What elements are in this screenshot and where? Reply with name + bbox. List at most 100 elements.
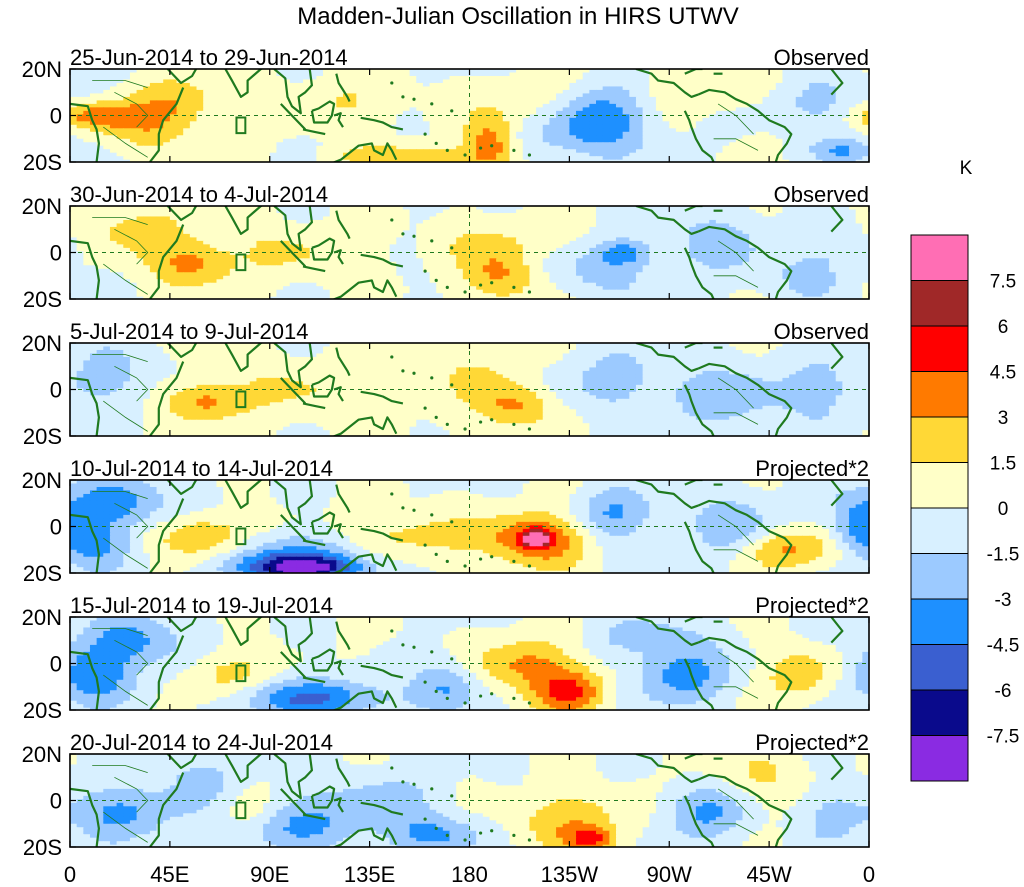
anomaly-cell xyxy=(422,124,431,129)
anomaly-cell xyxy=(596,251,604,256)
anomaly-cell xyxy=(809,142,817,147)
anomaly-cell xyxy=(569,103,577,108)
anomaly-cell xyxy=(789,100,797,105)
anomaly-cell xyxy=(496,159,504,162)
anomaly-cell xyxy=(123,131,131,136)
anomaly-cell xyxy=(722,69,730,74)
anomaly-cell xyxy=(249,244,258,249)
anomaly-cell xyxy=(356,93,364,98)
anomaly-cell xyxy=(149,96,158,101)
anomaly-cell xyxy=(729,209,737,214)
anomaly-cell xyxy=(196,135,204,140)
anomaly-cell xyxy=(802,226,810,232)
anomaly-cell xyxy=(402,131,411,136)
anomaly-cell xyxy=(749,69,757,74)
anomaly-cell xyxy=(422,107,431,112)
anomaly-cell xyxy=(183,156,191,161)
anomaly-cell xyxy=(782,135,790,140)
anomaly-cell xyxy=(576,121,584,126)
anomaly-cell xyxy=(629,93,637,98)
anomaly-cell xyxy=(223,114,231,119)
anomaly-cell xyxy=(609,138,617,143)
anomaly-cell xyxy=(289,138,297,143)
anomaly-cell xyxy=(715,96,724,101)
anomaly-cell xyxy=(549,226,557,232)
anomaly-cell xyxy=(143,72,151,77)
anomaly-cell xyxy=(829,72,837,77)
anomaly-cell xyxy=(442,152,451,157)
anomaly-cell xyxy=(382,69,391,74)
anomaly-cell xyxy=(362,244,371,249)
anomaly-cell xyxy=(769,216,777,221)
anomaly-cell xyxy=(70,233,78,238)
anomaly-cell xyxy=(642,72,650,77)
anomaly-cell xyxy=(189,206,198,211)
anomaly-cell xyxy=(582,219,590,225)
anomaly-cell xyxy=(842,96,850,101)
anomaly-cell xyxy=(576,138,584,143)
anomaly-cell xyxy=(323,110,331,115)
anomaly-cell xyxy=(183,159,191,162)
anomaly-cell xyxy=(569,131,577,136)
anomaly-cell xyxy=(149,110,158,115)
anomaly-cell xyxy=(769,223,777,228)
anomaly-cell xyxy=(336,117,344,122)
anomaly-cell xyxy=(309,230,317,235)
anomaly-cell xyxy=(396,93,404,98)
anomaly-cell xyxy=(529,110,537,115)
anomaly-cell xyxy=(442,240,451,245)
anomaly-cell xyxy=(842,69,850,74)
anomaly-cell xyxy=(589,110,597,115)
anomaly-cell xyxy=(349,75,357,81)
anomaly-cell xyxy=(143,96,151,101)
anomaly-cell xyxy=(216,219,224,225)
anomaly-cell xyxy=(849,69,857,74)
anomaly-cell xyxy=(263,93,271,98)
anomaly-cell xyxy=(502,138,511,143)
anomaly-cell xyxy=(795,230,804,235)
anomaly-cell xyxy=(183,93,191,98)
anomaly-cell xyxy=(675,230,684,235)
anomaly-cell xyxy=(809,79,817,84)
anomaly-cell xyxy=(849,226,857,232)
anomaly-cell xyxy=(229,240,238,245)
anomaly-cell xyxy=(669,226,677,232)
anomaly-cell xyxy=(589,212,597,218)
anomaly-cell xyxy=(83,142,91,147)
anomaly-cell xyxy=(382,96,391,101)
anomaly-cell xyxy=(176,247,184,252)
anomaly-cell xyxy=(549,96,557,101)
anomaly-cell xyxy=(562,223,570,228)
anomaly-cell xyxy=(682,96,690,101)
anomaly-cell xyxy=(809,149,817,154)
anomaly-cell xyxy=(362,159,371,162)
anomaly-cell xyxy=(815,89,823,95)
anomaly-cell xyxy=(136,145,144,150)
anomaly-cell xyxy=(183,100,191,105)
anomaly-cell xyxy=(542,75,550,81)
anomaly-cell xyxy=(163,142,171,147)
anomaly-cell xyxy=(183,149,191,154)
anomaly-cell xyxy=(376,216,384,221)
anomaly-cell xyxy=(582,138,590,143)
anomaly-cell xyxy=(622,128,630,133)
anomaly-cell xyxy=(695,145,704,150)
anomaly-cell xyxy=(655,142,664,147)
anomaly-cell xyxy=(389,72,397,77)
anomaly-cell xyxy=(442,86,451,91)
anomaly-cell xyxy=(389,128,397,133)
anomaly-cell xyxy=(323,96,331,101)
anomaly-cell xyxy=(835,100,843,105)
anomaly-cell xyxy=(276,100,284,105)
anomaly-cell xyxy=(263,216,271,221)
anomaly-cell xyxy=(735,226,744,232)
anomaly-cell xyxy=(169,110,178,115)
anomaly-cell xyxy=(516,156,524,161)
anomaly-cell xyxy=(529,156,537,161)
anomaly-cell xyxy=(516,251,524,256)
anomaly-cell xyxy=(562,233,570,238)
anomaly-cell xyxy=(203,135,211,140)
anomaly-cell xyxy=(96,209,104,214)
anomaly-cell xyxy=(489,145,497,150)
anomaly-cell xyxy=(649,135,657,140)
